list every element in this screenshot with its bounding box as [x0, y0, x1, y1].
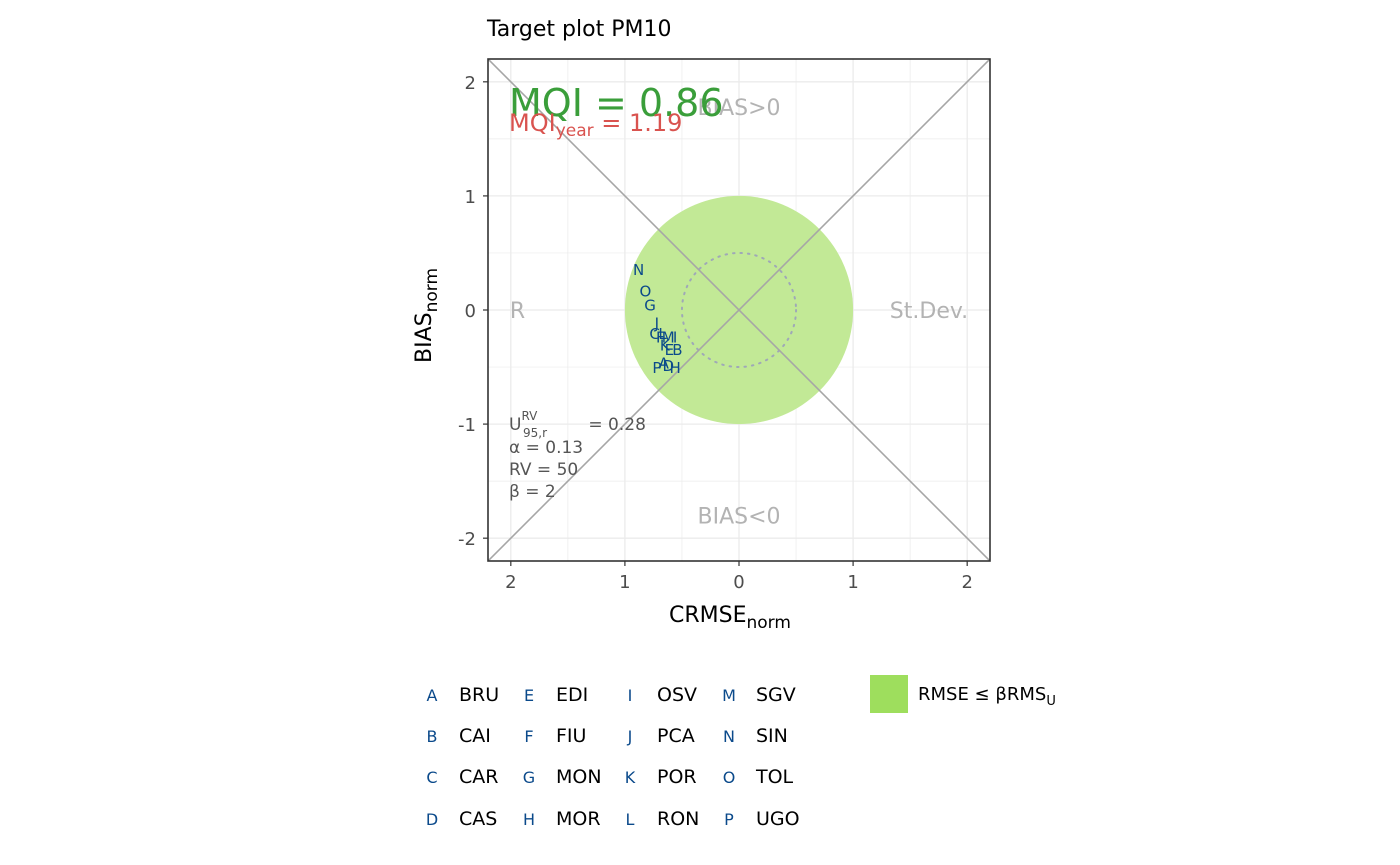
param-alpha: α = 0.13 — [509, 438, 583, 458]
param-rv: RV = 50 — [509, 460, 578, 480]
legend-key-a: A — [427, 686, 438, 705]
legend-key-i: I — [628, 686, 633, 705]
legend-key-m: M — [722, 686, 736, 705]
station-point-l: L — [658, 325, 667, 343]
x-tick-label: 0 — [733, 572, 744, 593]
station-point-k: K — [660, 336, 671, 354]
y-axis-title: BIASnorm — [412, 268, 442, 363]
legend-key-d: D — [426, 810, 438, 829]
y-tick-label: 1 — [465, 187, 476, 208]
legend-label-osv: OSV — [657, 684, 697, 706]
station-point-i: I — [673, 328, 677, 346]
inner-dotted-circle — [680, 251, 798, 369]
param-u95: URV 95,r = 0.28 — [509, 409, 646, 440]
station-point-d: D — [662, 357, 674, 375]
quadrant-label-bias-positive: BIAS>0 — [697, 96, 780, 121]
station-point-m: M — [662, 328, 675, 346]
legend-key-e: E — [524, 686, 534, 705]
station-point-p: P — [652, 359, 661, 377]
legend-label-fiu: FIU — [556, 725, 586, 747]
legend-key-k: K — [625, 768, 636, 787]
legend-label-car: CAR — [459, 766, 498, 788]
legend-key-g: G — [523, 768, 535, 787]
legend-key-n: N — [723, 727, 735, 746]
legend-fill-key — [870, 675, 908, 713]
station-point-c: C — [649, 325, 659, 343]
mqi-value: MQI = 0.86 — [509, 81, 724, 125]
legend-key-b: B — [427, 727, 438, 746]
legend-label-cas: CAS — [459, 808, 497, 830]
x-tick-label: 1 — [619, 572, 630, 593]
legend-key-f: F — [524, 727, 533, 746]
quadrant-label-bias-negative: BIAS<0 — [697, 504, 780, 529]
legend-label-sin: SIN — [756, 725, 788, 747]
y-tick-label: 2 — [465, 73, 476, 94]
x-tick-label: 2 — [961, 572, 972, 593]
station-point-h: H — [669, 359, 680, 377]
mqi-year-value: MQIyear = 1.19 — [509, 109, 682, 141]
quadrant-label-r: R — [510, 299, 525, 324]
legend-key-h: H — [523, 810, 535, 829]
station-point-j: J — [654, 315, 659, 333]
legend-label-pca: PCA — [657, 725, 695, 747]
legend-key-p: P — [724, 810, 734, 829]
x-axis-title: CRMSEnorm — [669, 603, 791, 633]
axis-ticks: 2 1 0 1 2 -2 -1 0 1 2 — [458, 73, 973, 593]
x-tick-label: 2 — [505, 572, 516, 593]
station-point-o: O — [640, 283, 652, 301]
diagonal-line-descending — [488, 59, 990, 561]
legend-key-j: J — [627, 727, 633, 746]
legend-label-edi: EDI — [556, 684, 588, 706]
legend-label-por: POR — [657, 766, 697, 788]
x-tick-label: 1 — [847, 572, 858, 593]
station-point-n: N — [633, 261, 644, 279]
legend-label-mon: MON — [556, 766, 602, 788]
legend-label-ugo: UGO — [756, 808, 800, 830]
y-tick-label: 0 — [465, 301, 476, 322]
station-point-f: F — [656, 328, 665, 346]
quadrant-label-stdev: St.Dev. — [890, 299, 968, 324]
legend-key-o: O — [723, 768, 736, 787]
legend-key-l: L — [626, 810, 635, 829]
legend-key-c: C — [426, 768, 437, 787]
station-point-e: E — [665, 341, 674, 359]
legend-label-bru: BRU — [459, 684, 499, 706]
legend-label-tol: TOL — [755, 766, 794, 788]
legend-fill-label: RMSE ≤ βRMSU — [918, 684, 1056, 709]
legend-label-ron: RON — [657, 808, 699, 830]
station-point-b: B — [672, 341, 682, 359]
station-point-a: A — [659, 355, 670, 373]
legend-label-mor: MOR — [556, 808, 601, 830]
legend-label-sgv: SGV — [756, 684, 796, 706]
legend-label-cai: CAI — [459, 725, 491, 747]
y-tick-label: -1 — [458, 415, 476, 436]
param-beta: β = 2 — [509, 482, 556, 502]
y-tick-label: -2 — [458, 529, 476, 550]
chart-title: Target plot PM10 — [486, 17, 671, 42]
station-point-g: G — [644, 296, 656, 314]
